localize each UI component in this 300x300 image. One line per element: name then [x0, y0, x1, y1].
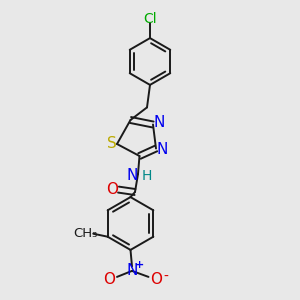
Text: CH₃: CH₃: [74, 227, 98, 240]
Text: O: O: [103, 272, 116, 287]
Text: H: H: [142, 169, 152, 182]
Text: N: N: [126, 263, 138, 278]
Text: N: N: [153, 115, 165, 130]
Text: +: +: [135, 260, 144, 271]
Text: S: S: [107, 136, 116, 151]
Text: Cl: Cl: [143, 12, 157, 26]
Text: O: O: [106, 182, 119, 197]
Text: O: O: [150, 272, 162, 287]
Text: -: -: [164, 270, 168, 284]
Text: N: N: [127, 168, 138, 183]
Text: N: N: [156, 142, 168, 157]
